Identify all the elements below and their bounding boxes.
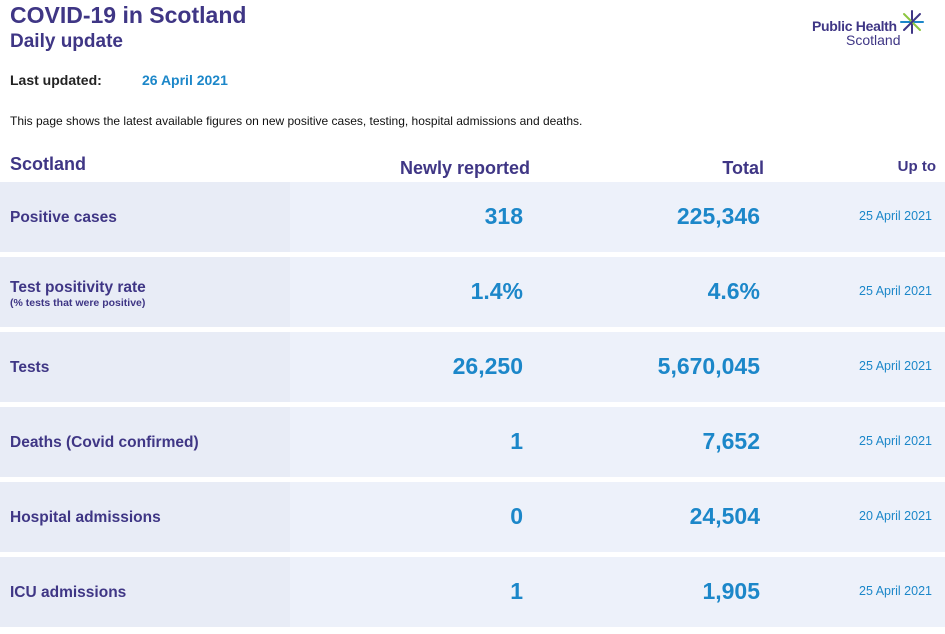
intro-text: This page shows the latest available fig…	[10, 114, 583, 128]
newly-reported-value: 318	[484, 203, 523, 229]
table-row: ICU admissions 1 1,905 25 April 2021	[0, 557, 945, 627]
public-health-scotland-logo: Public Health Scotland	[812, 8, 932, 52]
row-label-cell: Positive cases	[0, 182, 290, 252]
page-subtitle: Daily update	[10, 31, 123, 52]
star-icon	[900, 10, 924, 34]
total-value: 225,346	[676, 203, 760, 229]
total-value: 1,905	[702, 578, 760, 604]
newly-reported-value: 1	[510, 578, 523, 604]
column-header-newly-reported: Newly reported	[399, 158, 530, 178]
row-sublabel: (% tests that were positive)	[10, 297, 146, 309]
column-header-total: Total	[722, 158, 764, 178]
logo-text-line1: Public Health	[812, 18, 897, 34]
up-to-date: 25 April 2021	[859, 284, 932, 298]
up-to-date: 20 April 2021	[859, 509, 932, 523]
column-header-region: Scotland	[10, 154, 87, 174]
page-title: COVID-19 in Scotland	[10, 2, 247, 28]
row-label-cell: Test positivity rate (% tests that were …	[0, 257, 290, 327]
row-label: Tests	[10, 359, 50, 376]
logo-text-line2: Scotland	[846, 32, 901, 48]
row-label: Hospital admissions	[10, 509, 161, 526]
total-value: 5,670,045	[657, 353, 760, 379]
up-to-date: 25 April 2021	[859, 359, 932, 373]
newly-reported-value: 1.4%	[470, 278, 523, 304]
column-header-up-to: Up to	[897, 158, 936, 175]
row-label: Test positivity rate	[10, 279, 146, 296]
table-row: Test positivity rate (% tests that were …	[0, 257, 945, 327]
up-to-date: 25 April 2021	[859, 209, 932, 223]
table-row: Positive cases 318 225,346 25 April 2021	[0, 182, 945, 252]
row-label-cell: Tests	[0, 332, 290, 402]
row-label: Positive cases	[10, 209, 117, 226]
up-to-date: 25 April 2021	[859, 584, 932, 598]
row-label-cell: ICU admissions	[0, 557, 290, 627]
statistics-table: Positive cases 318 225,346 25 April 2021…	[0, 182, 945, 632]
up-to-date: 25 April 2021	[859, 434, 932, 448]
row-label-cell: Hospital admissions	[0, 482, 290, 552]
newly-reported-value: 1	[510, 428, 523, 454]
table-row: Deaths (Covid confirmed) 1 7,652 25 Apri…	[0, 407, 945, 477]
row-label: ICU admissions	[10, 584, 127, 601]
row-label-cell: Deaths (Covid confirmed)	[0, 407, 290, 477]
newly-reported-value: 26,250	[452, 353, 523, 379]
last-updated-date: 26 April 2021	[142, 72, 228, 88]
newly-reported-value: 0	[510, 503, 523, 529]
total-value: 24,504	[689, 503, 760, 529]
total-value: 4.6%	[707, 278, 760, 304]
row-label: Deaths (Covid confirmed)	[10, 434, 199, 451]
table-row: Tests 26,250 5,670,045 25 April 2021	[0, 332, 945, 402]
table-row: Hospital admissions 0 24,504 20 April 20…	[0, 482, 945, 552]
last-updated-label: Last updated:	[10, 72, 102, 88]
total-value: 7,652	[702, 428, 760, 454]
